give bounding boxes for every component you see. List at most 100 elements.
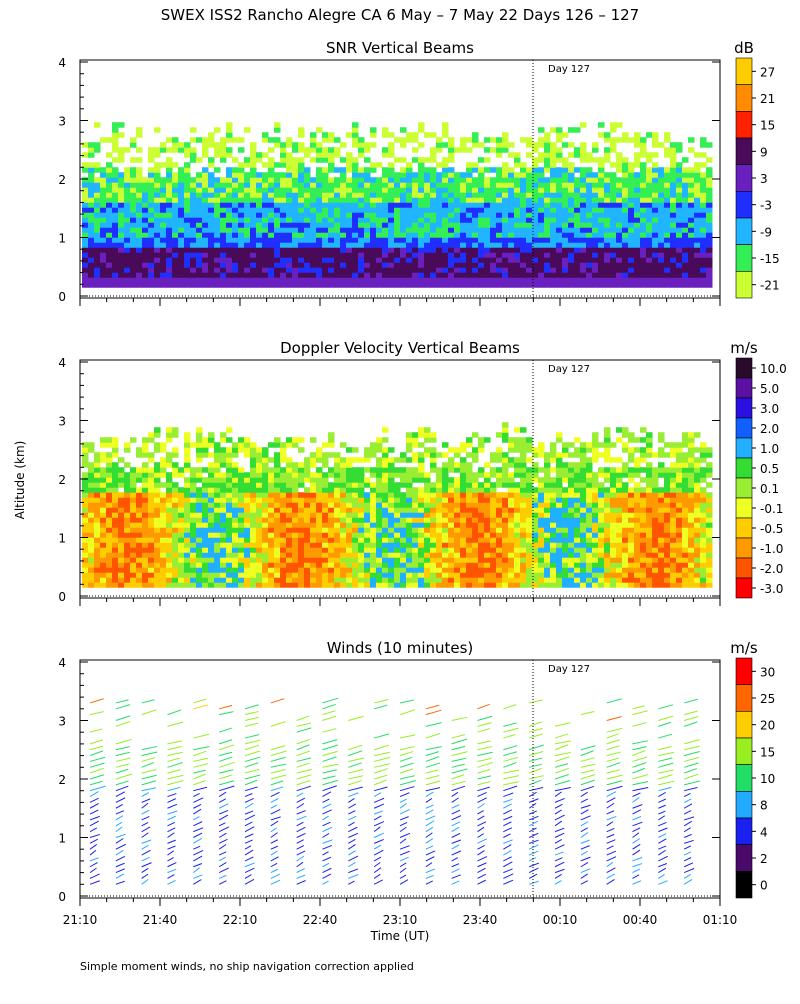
- snr-cell: [226, 247, 233, 253]
- snr-cell: [574, 127, 581, 133]
- snr-cell: [400, 237, 407, 243]
- snr-cell: [418, 262, 425, 268]
- doppler-cell: [220, 477, 227, 483]
- snr-cell: [340, 167, 347, 173]
- doppler-cell: [394, 537, 401, 543]
- doppler-cell: [376, 502, 383, 508]
- snr-cell: [238, 227, 245, 233]
- doppler-cell: [502, 462, 509, 468]
- doppler-cell: [448, 477, 455, 483]
- doppler-cell: [346, 552, 353, 558]
- snr-cell: [316, 267, 323, 273]
- doppler-cell: [352, 497, 359, 503]
- colorbar-swatch: [736, 165, 752, 192]
- snr-cell: [688, 272, 695, 278]
- doppler-cell: [334, 542, 341, 548]
- doppler-cell: [376, 512, 383, 518]
- snr-cell: [358, 187, 365, 193]
- doppler-cell: [298, 517, 305, 523]
- snr-cell: [358, 227, 365, 233]
- snr-cell: [580, 177, 587, 183]
- snr-cell: [208, 237, 215, 243]
- snr-cell: [388, 132, 395, 138]
- snr-cell: [172, 137, 179, 143]
- snr-cell: [598, 242, 605, 248]
- snr-cell: [496, 217, 503, 223]
- snr-cell: [676, 142, 683, 148]
- snr-cell: [358, 207, 365, 213]
- snr-cell: [538, 282, 545, 288]
- snr-cell: [292, 157, 299, 163]
- snr-cell: [298, 197, 305, 203]
- snr-cell: [688, 182, 695, 188]
- snr-cell: [700, 192, 707, 198]
- snr-cell: [418, 162, 425, 168]
- snr-cell: [232, 222, 239, 228]
- doppler-cell: [346, 517, 353, 523]
- doppler-cell: [292, 532, 299, 538]
- snr-cell: [394, 192, 401, 198]
- snr-cell: [124, 167, 131, 173]
- snr-cell: [238, 272, 245, 278]
- snr-cell: [364, 222, 371, 228]
- snr-cell: [154, 232, 161, 238]
- snr-cell: [358, 192, 365, 198]
- doppler-cell: [148, 512, 155, 518]
- doppler-cell: [442, 507, 449, 512]
- snr-cell: [112, 272, 119, 278]
- snr-cell: [250, 157, 257, 163]
- snr-cell: [592, 197, 599, 203]
- doppler-cell: [286, 532, 293, 538]
- snr-cell: [580, 212, 587, 218]
- snr-cell: [610, 252, 617, 258]
- snr-cell: [640, 252, 647, 258]
- snr-cell: [352, 262, 359, 268]
- snr-cell: [322, 147, 329, 153]
- doppler-cell: [502, 557, 509, 563]
- doppler-cell: [394, 572, 401, 578]
- doppler-cell: [370, 517, 377, 523]
- doppler-cell: [322, 557, 329, 563]
- snr-cell: [514, 272, 521, 278]
- doppler-cell: [328, 552, 335, 558]
- doppler-cell: [124, 477, 131, 483]
- snr-cell: [352, 177, 359, 183]
- doppler-cell: [250, 442, 257, 448]
- doppler-cell: [136, 527, 143, 533]
- snr-cell: [700, 142, 707, 148]
- doppler-cell: [304, 547, 311, 553]
- snr-cell: [136, 182, 143, 188]
- doppler-cell: [316, 472, 323, 478]
- doppler-cell: [478, 467, 485, 473]
- snr-cell: [394, 212, 401, 218]
- snr-cell: [214, 257, 221, 263]
- doppler-cell: [226, 467, 233, 473]
- snr-cell: [556, 127, 563, 133]
- snr-cell: [364, 207, 371, 213]
- doppler-cell: [106, 497, 113, 503]
- snr-cell: [232, 212, 239, 218]
- snr-cell: [304, 147, 311, 153]
- doppler-cell: [262, 487, 269, 493]
- doppler-cell: [514, 522, 521, 528]
- snr-cell: [208, 177, 215, 183]
- snr-cell: [646, 212, 653, 218]
- doppler-cell: [508, 567, 515, 573]
- snr-cell: [184, 147, 191, 153]
- snr-cell: [658, 272, 665, 278]
- doppler-cell: [508, 532, 515, 538]
- doppler-cell: [130, 557, 137, 563]
- snr-cell: [406, 227, 413, 233]
- snr-cell: [604, 147, 611, 153]
- snr-cell: [544, 212, 551, 218]
- snr-cell: [430, 202, 437, 208]
- doppler-cell: [142, 497, 149, 503]
- doppler-cell: [184, 482, 191, 488]
- doppler-cell: [352, 537, 359, 543]
- doppler-cell: [244, 577, 251, 583]
- snr-cell: [640, 137, 647, 143]
- doppler-cell: [232, 497, 239, 503]
- snr-cell: [184, 142, 191, 148]
- snr-cell: [334, 182, 341, 188]
- snr-cell: [220, 267, 227, 273]
